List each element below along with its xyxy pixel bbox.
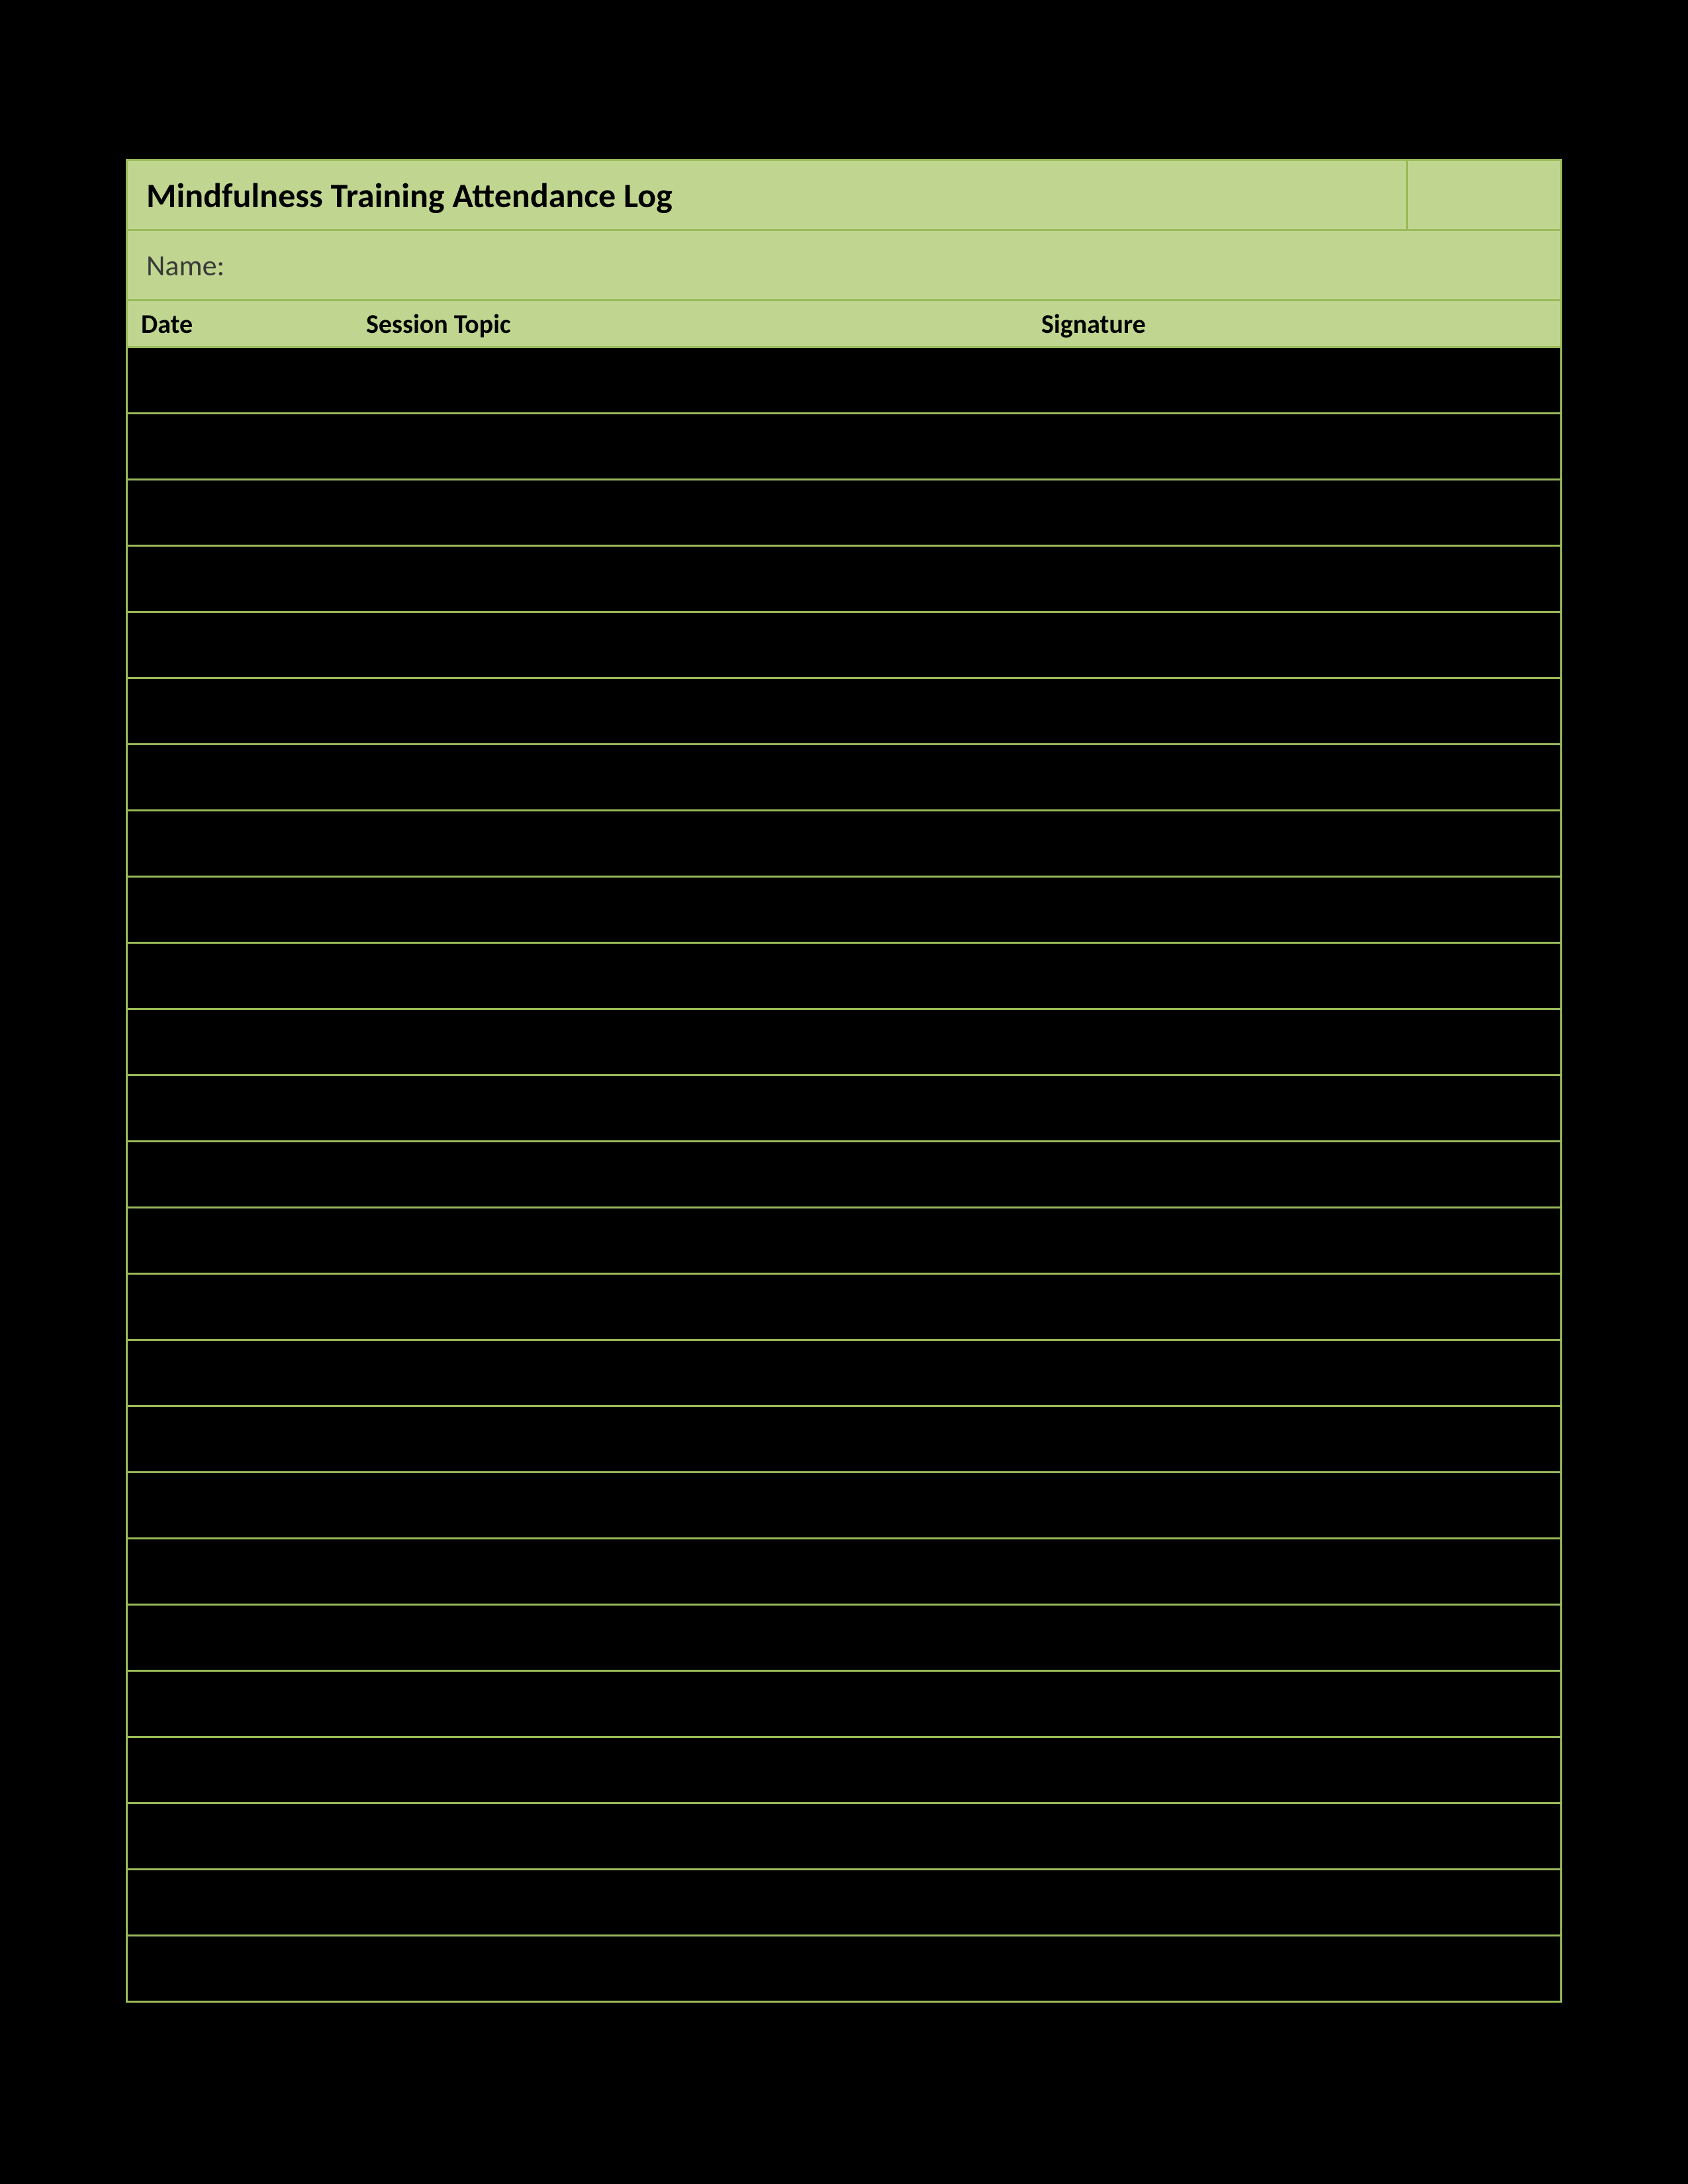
document-title: Mindfulness Training Attendance Log xyxy=(128,161,1408,229)
table-row xyxy=(126,1076,1562,1142)
table-row xyxy=(126,878,1562,944)
header-date: Date xyxy=(128,308,353,340)
title-row: Mindfulness Training Attendance Log xyxy=(126,159,1562,229)
table-row xyxy=(126,348,1562,414)
table-row xyxy=(126,1142,1562,1208)
table-row xyxy=(126,1804,1562,1870)
table-row xyxy=(126,1539,1562,1606)
table-row xyxy=(126,811,1562,878)
table-row xyxy=(126,480,1562,547)
table-row xyxy=(126,1738,1562,1804)
table-row xyxy=(126,679,1562,745)
table-row xyxy=(126,1407,1562,1473)
name-label: Name: xyxy=(146,248,224,283)
table-row xyxy=(126,613,1562,679)
table-row xyxy=(126,547,1562,613)
table-row xyxy=(126,1208,1562,1275)
table-row xyxy=(126,1606,1562,1672)
header-signature: Signature xyxy=(1028,308,1560,340)
table-row xyxy=(126,1936,1562,2003)
table-row xyxy=(126,1672,1562,1738)
header-session-topic: Session Topic xyxy=(353,308,1028,340)
column-header-row: Date Session Topic Signature xyxy=(126,299,1562,348)
table-row xyxy=(126,745,1562,811)
table-row xyxy=(126,1010,1562,1076)
table-row xyxy=(126,1275,1562,1341)
table-row xyxy=(126,1341,1562,1407)
attendance-log-sheet: Mindfulness Training Attendance Log Name… xyxy=(126,159,1562,2003)
title-side-cell xyxy=(1408,161,1560,229)
table-row xyxy=(126,1473,1562,1539)
table-row xyxy=(126,414,1562,480)
data-rows-container xyxy=(126,348,1562,2003)
table-row xyxy=(126,1870,1562,1936)
table-row xyxy=(126,944,1562,1010)
name-row: Name: xyxy=(126,229,1562,299)
